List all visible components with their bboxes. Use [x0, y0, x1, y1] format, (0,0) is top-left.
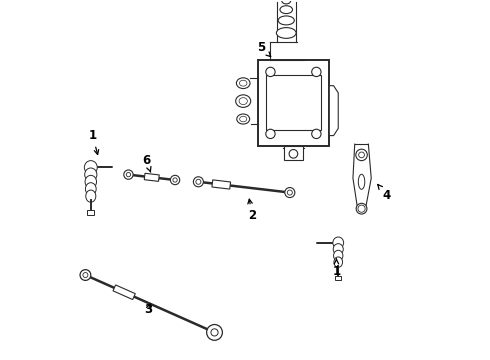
Text: 5: 5 — [257, 41, 270, 57]
Circle shape — [266, 67, 275, 77]
Text: 2: 2 — [248, 199, 256, 222]
Ellipse shape — [278, 16, 294, 25]
Circle shape — [285, 188, 295, 198]
Bar — [144, 173, 159, 181]
Text: 3: 3 — [144, 303, 152, 316]
Bar — [284, 146, 303, 160]
Text: 1: 1 — [332, 259, 341, 278]
Text: 4: 4 — [378, 184, 391, 202]
Ellipse shape — [237, 114, 250, 124]
Text: 1: 1 — [89, 129, 98, 154]
Circle shape — [194, 177, 203, 187]
Circle shape — [356, 203, 367, 214]
Circle shape — [356, 149, 368, 161]
Ellipse shape — [85, 168, 97, 181]
Ellipse shape — [333, 237, 343, 248]
Circle shape — [80, 270, 91, 280]
Circle shape — [266, 129, 275, 139]
Ellipse shape — [85, 175, 97, 188]
Bar — [212, 180, 231, 189]
Bar — [87, 211, 95, 215]
Circle shape — [289, 149, 298, 158]
Ellipse shape — [276, 28, 296, 39]
Text: 6: 6 — [142, 154, 151, 172]
Circle shape — [312, 129, 321, 139]
Circle shape — [312, 67, 321, 77]
Ellipse shape — [236, 95, 251, 107]
Ellipse shape — [84, 161, 97, 174]
Ellipse shape — [86, 190, 96, 202]
Ellipse shape — [334, 250, 343, 261]
Ellipse shape — [236, 78, 250, 89]
Ellipse shape — [85, 183, 96, 195]
Bar — [258, 60, 329, 146]
Circle shape — [124, 170, 133, 179]
Bar — [113, 285, 135, 300]
Circle shape — [171, 175, 180, 185]
Bar — [335, 276, 342, 280]
Circle shape — [207, 324, 222, 340]
Ellipse shape — [334, 257, 343, 267]
Ellipse shape — [280, 6, 293, 14]
Ellipse shape — [282, 0, 291, 4]
Bar — [266, 75, 320, 130]
Polygon shape — [329, 86, 338, 136]
Ellipse shape — [333, 244, 343, 255]
